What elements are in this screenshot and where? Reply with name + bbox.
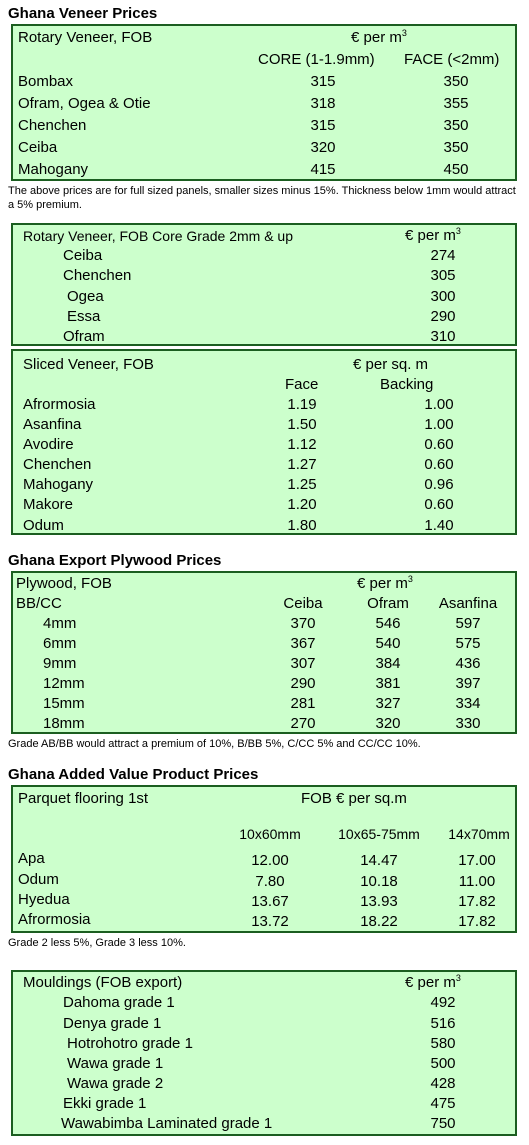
parquet-col-3: 14x70mm [448,826,510,842]
parquet-table: Parquet flooring 1st FOB € per sq.m 10x6… [11,785,517,933]
rotary-core-unit: € per m3 [405,226,461,245]
rotary-note: The above prices are for full sized pane… [8,185,516,211]
plywood-col-ofram: Ofram [367,595,409,612]
plywood-note: Grade AB/BB would attract a premium of 1… [8,738,421,750]
rotary-col-face: FACE (<2mm) [404,51,500,68]
sliced-col-face: Face [285,376,319,393]
mouldings-unit: € per m3 [405,973,461,992]
rotary-core-title: Rotary Veneer, FOB Core Grade 2mm & up [23,228,294,244]
rotary-core-table: Rotary Veneer, FOB Core Grade 2mm & up €… [11,223,517,346]
sliced-col-backing: Backing [380,376,434,393]
rotary-unit: € per m3 [351,28,407,47]
plywood-col-ceiba: Ceiba [283,595,323,612]
parquet-title: Parquet flooring 1st [18,790,149,807]
mouldings-title: Mouldings (FOB export) [23,974,183,991]
added-value-section-title: Ghana Added Value Product Prices [8,766,259,783]
plywood-title: Plywood, FOB [16,575,112,592]
parquet-col-2: 10x65-75mm [338,826,420,842]
parquet-unit: FOB € per sq.m [301,790,407,807]
veneer-section-title: Ghana Veneer Prices [8,5,158,22]
rotary-title: Rotary Veneer, FOB [18,29,153,46]
mouldings-table: Mouldings (FOB export) € per m3 Dahoma g… [11,970,517,1136]
rotary-veneer-table: Rotary Veneer, FOB € per m3 CORE (1-1.9m… [11,24,517,181]
sliced-unit: € per sq. m [353,356,429,373]
plywood-col-asanfina: Asanfina [438,595,498,612]
parquet-col-1: 10x60mm [239,826,301,842]
plywood-unit: € per m3 [357,574,413,593]
plywood-grade: BB/CC [16,595,62,612]
sliced-title: Sliced Veneer, FOB [23,356,154,373]
plywood-section-title: Ghana Export Plywood Prices [8,552,222,569]
rotary-col-core: CORE (1-1.9mm) [258,51,375,68]
parquet-note: Grade 2 less 5%, Grade 3 less 10%. [8,937,186,949]
sliced-veneer-table: Sliced Veneer, FOB € per sq. m Face Back… [11,349,517,535]
plywood-table: Plywood, FOB € per m3 BB/CC Ceiba Ofram … [11,571,517,734]
